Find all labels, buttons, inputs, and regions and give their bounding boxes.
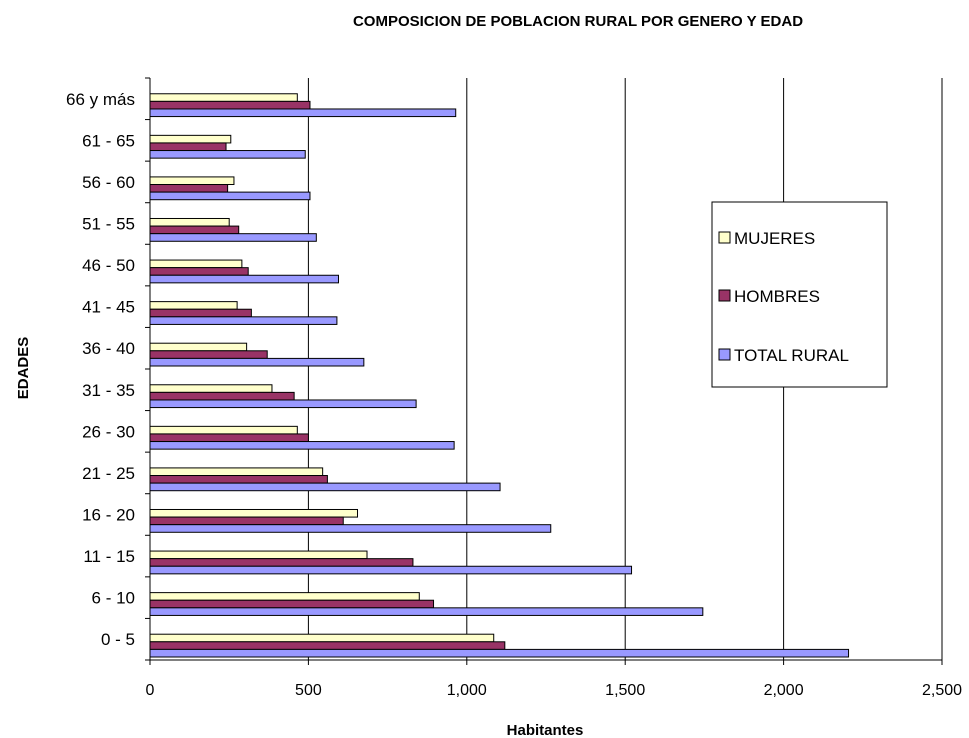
y-tick-label-3: 16 - 20 [82,506,135,525]
bar-hombres-11 [149,184,229,193]
x-axis-ticks: 0 500 1,000 1,500 2,000 2,500 [146,660,962,699]
bar-hombres-9 [149,267,249,276]
y-tick-label-2: 11 - 15 [83,547,135,566]
y-tick-label-13: 66 y más [66,90,135,109]
y-tick-label-0: 0 - 5 [101,630,135,649]
bar-total-rural-8 [149,316,338,325]
bar-total-rural-5 [149,441,455,450]
bar-total-rural-4 [149,482,501,492]
legend-label-mujeres: MUJERES [734,229,815,248]
legend-swatch-hombres [718,289,731,302]
bar-total-rural-3 [149,524,552,533]
y-tick-label-7: 36 - 40 [82,339,135,358]
y-tick-label-9: 46 - 50 [82,256,135,275]
x-axis-title: Habitantes [507,722,584,738]
bar-total-rural-12 [149,150,306,159]
bar-mujeres-3 [149,508,359,518]
legend-label-hombres: HOMBRES [734,287,820,306]
bar-hombres-2 [149,558,414,567]
bar-hombres-12 [149,142,227,152]
bar-mujeres-8 [149,301,238,310]
y-axis-ticks: 0 - 5 6 - 10 11 - 15 16 - 20 21 - 25 26 - 30 3… [66,77,150,661]
bar-mujeres-6 [149,384,273,393]
bar-mujeres-13 [149,93,298,102]
bar-hombres-6 [149,391,295,401]
y-tick-label-8: 41 - 45 [82,298,135,317]
y-tick-label-10: 51 - 55 [82,215,135,234]
bar-total-rural-13 [149,108,457,118]
y-tick-label-5: 26 - 30 [82,422,135,441]
x-tick-label-2: 1,000 [447,682,487,699]
legend-label-total-rural: TOTAL RURAL [734,346,849,365]
bar-total-rural-7 [149,357,365,367]
bar-mujeres-7 [149,342,248,352]
bar-mujeres-1 [149,592,420,601]
bar-mujeres-12 [149,134,232,144]
y-tick-label-1: 6 - 10 [92,589,135,608]
bar-hombres-5 [149,433,309,443]
legend-box [711,201,888,388]
bar-total-rural-9 [149,274,339,284]
bar-mujeres-9 [149,259,243,269]
bar-hombres-3 [149,516,344,526]
bar-hombres-4 [149,475,328,484]
x-tick-label-5: 2,500 [922,682,962,699]
y-tick-label-4: 21 - 25 [82,464,135,483]
y-axis-title: EDADES [15,337,32,400]
bars [149,93,850,658]
chart-title: COMPOSICION DE POBLACION RURAL POR GENER… [353,13,803,30]
bar-total-rural-6 [149,399,417,409]
bar-mujeres-2 [149,550,368,560]
y-tick-label-6: 31 - 35 [82,381,135,400]
bar-total-rural-10 [149,233,317,242]
bar-total-rural-2 [149,565,633,575]
bar-mujeres-5 [149,425,298,435]
bar-hombres-10 [149,225,240,235]
bar-hombres-7 [149,350,268,359]
bar-hombres-0 [149,641,506,650]
x-tick-label-0: 0 [146,682,155,699]
bar-mujeres-11 [149,176,235,186]
bar-hombres-8 [149,308,252,318]
bar-total-rural-11 [149,191,311,201]
bar-hombres-13 [149,100,311,110]
x-tick-label-4: 2,000 [764,682,804,699]
legend: MUJERES HOMBRES TOTAL RURAL [711,201,888,388]
legend-swatch-total-rural [718,348,731,361]
bar-mujeres-10 [149,217,230,227]
bar-total-rural-0 [149,648,850,658]
legend-swatch-mujeres [718,231,731,244]
y-tick-label-11: 56 - 60 [82,173,135,192]
bar-mujeres-4 [149,467,324,477]
x-tick-label-3: 1,500 [605,682,645,699]
x-tick-label-1: 500 [295,682,322,699]
bar-hombres-1 [149,599,435,609]
y-tick-label-12: 61 - 65 [82,131,135,150]
bar-total-rural-1 [149,607,704,616]
bar-mujeres-0 [149,633,495,643]
